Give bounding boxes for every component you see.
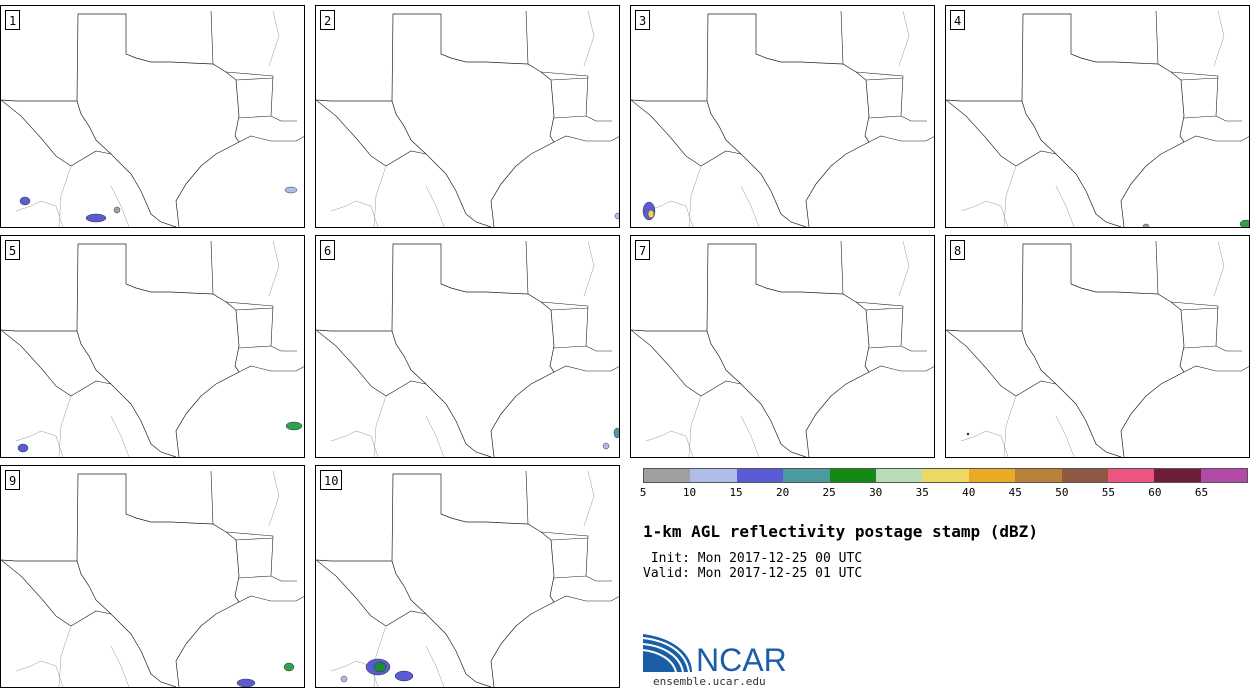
reflectivity-cell [394, 670, 414, 682]
panel-label: 6 [320, 240, 336, 260]
reflectivity-cell [85, 213, 107, 223]
reflectivity-cell [285, 421, 303, 431]
colorbar-tick: 15 [729, 486, 743, 499]
reflectivity-cell [647, 209, 655, 219]
panel-label: 9 [5, 470, 21, 490]
colorbar-tick: 40 [962, 486, 976, 499]
colorbar-tick: 25 [822, 486, 836, 499]
stamp-panel-4: 4 [945, 5, 1250, 228]
reflectivity-cell [613, 427, 619, 439]
texas-basemap [1, 470, 304, 687]
colorbar-segment [968, 469, 1016, 482]
reflectivity-cell [19, 196, 31, 206]
reflectivity-cell [1142, 223, 1150, 227]
colorbar-segment [1015, 469, 1062, 482]
stamp-panel-5: 5 [0, 235, 305, 458]
texas-basemap [316, 10, 619, 227]
reflectivity-cell [614, 212, 619, 220]
panel-label: 8 [950, 240, 966, 260]
panel-label: 1 [5, 10, 21, 30]
colorbar-tick: 50 [1055, 486, 1069, 499]
stamp-panel-2: 2 [315, 5, 620, 228]
texas-basemap [1, 10, 304, 227]
colorbar-tick: 10 [682, 486, 697, 499]
colorbar-tick: 65 [1194, 486, 1209, 499]
colorbar-segment [1107, 469, 1155, 482]
reflectivity-cell [17, 443, 29, 453]
colorbar-segment [922, 469, 969, 482]
colorbar-tick: 45 [1008, 486, 1022, 499]
texas-basemap [631, 10, 934, 227]
colorbar-segment [875, 469, 923, 482]
reflectivity-cell [966, 432, 970, 436]
colorbar-segment [829, 469, 876, 482]
ncar-logo: NCAR [642, 634, 787, 677]
reflectivity-cell [1239, 219, 1249, 227]
colorbar-tick: 55 [1101, 486, 1115, 499]
colorbar-segment [783, 469, 830, 482]
stamp-panel-8: 8 [945, 235, 1250, 458]
panel-label: 2 [320, 10, 336, 30]
stamp-panel-3: 3 [630, 5, 935, 228]
texas-basemap [316, 470, 619, 687]
panel-label: 3 [635, 10, 651, 30]
panel-label: 4 [950, 10, 966, 30]
valid-time: Valid: Mon 2017-12-25 01 UTC [643, 566, 863, 581]
stamp-panel-10: 10 [315, 465, 620, 688]
reflectivity-cell [373, 661, 387, 673]
colorbar-tick: 30 [869, 486, 883, 499]
stamp-panel-7: 7 [630, 235, 935, 458]
colorbar-segment [736, 469, 784, 482]
stamp-panel-1: 1 [0, 5, 305, 228]
colorbar-tick: 5 [639, 486, 647, 499]
texas-basemap [316, 240, 619, 457]
logo-url: ensemble.ucar.edu [653, 675, 766, 688]
panel-label: 10 [320, 470, 343, 490]
init-time: Init: Mon 2017-12-25 00 UTC [643, 551, 863, 566]
reflectivity-cell [283, 662, 295, 672]
colorbar-segment [1061, 469, 1108, 482]
reflectivity-cell [602, 442, 610, 450]
panel-label: 7 [635, 240, 651, 260]
reflectivity-colorbar [643, 468, 1248, 483]
texas-basemap [1, 240, 304, 457]
reflectivity-cell [236, 678, 256, 687]
colorbar-segment [1200, 469, 1248, 482]
texas-basemap [631, 240, 934, 457]
reflectivity-cell [340, 675, 348, 683]
texas-basemap [946, 10, 1249, 227]
colorbar-segment [690, 469, 737, 482]
colorbar-segment [644, 469, 691, 482]
ncar-logo-text: NCAR [696, 642, 787, 677]
colorbar-tick: 35 [915, 486, 929, 499]
stamp-panel-9: 9 [0, 465, 305, 688]
plot-title: 1-km AGL reflectivity postage stamp (dBZ… [643, 522, 1038, 541]
reflectivity-cell [113, 206, 121, 214]
reflectivity-cell [284, 186, 298, 194]
colorbar-segment [1154, 469, 1201, 482]
colorbar-tick: 20 [775, 486, 790, 499]
colorbar-tick: 60 [1148, 486, 1162, 499]
stamp-panel-6: 6 [315, 235, 620, 458]
panel-label: 5 [5, 240, 21, 260]
texas-basemap [946, 240, 1249, 457]
